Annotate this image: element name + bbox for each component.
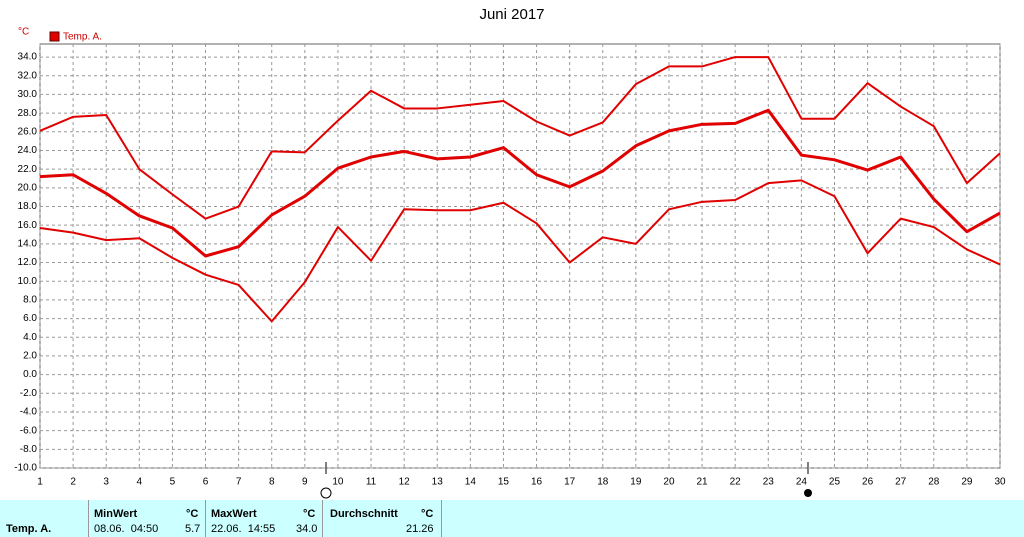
x-tick-label: 14 xyxy=(465,477,477,488)
x-tick-label: 16 xyxy=(531,477,543,488)
y-tick-label: 34.0 xyxy=(18,52,38,63)
chart: Juni 2017 °C 34.032.030.028.026.024.022.… xyxy=(14,6,1006,499)
separator xyxy=(322,500,323,537)
series-line xyxy=(39,56,1001,220)
max-value: 34.0 xyxy=(296,523,318,535)
series-line xyxy=(39,179,1001,323)
moon-full xyxy=(804,489,812,497)
x-tick-label: 3 xyxy=(103,477,109,488)
max-time: 22.06. 14:55 xyxy=(211,523,276,535)
min-time: 08.06. 04:50 xyxy=(94,523,159,535)
x-tick-label: 24 xyxy=(796,477,808,488)
y-tick-label: 32.0 xyxy=(18,70,38,81)
y-tick-label: -10.0 xyxy=(14,463,37,474)
avg-header: Durchschnitt xyxy=(330,508,398,520)
y-tick-label: 6.0 xyxy=(23,313,37,324)
plot-frame xyxy=(39,43,1001,469)
y-tick-label: 20.0 xyxy=(18,182,38,193)
x-tick-label: 5 xyxy=(170,477,176,488)
y-tick-label: 26.0 xyxy=(18,126,38,137)
x-tick-label: 15 xyxy=(498,477,510,488)
y-tick-label: -6.0 xyxy=(20,425,38,436)
y-tick-label: 28.0 xyxy=(18,108,38,119)
x-tick-label: 6 xyxy=(203,477,209,488)
x-tick-label: 4 xyxy=(137,477,143,488)
x-tick-label: 10 xyxy=(332,477,344,488)
row-label: Temp. A. xyxy=(6,523,52,535)
legend-label: Temp. A. xyxy=(63,32,102,43)
x-tick-label: 30 xyxy=(994,477,1006,488)
y-tick-label: -2.0 xyxy=(20,388,38,399)
x-tick-label: 26 xyxy=(862,477,874,488)
y-tick-label: 24.0 xyxy=(18,145,38,156)
min-value: 5.7 xyxy=(185,523,201,535)
x-tick-label: 25 xyxy=(829,477,841,488)
legend-swatch xyxy=(49,31,60,42)
y-tick-label: 12.0 xyxy=(18,257,38,268)
y-tick-label: 4.0 xyxy=(23,332,37,343)
x-tick-label: 11 xyxy=(366,477,377,488)
x-tick-label: 20 xyxy=(663,477,675,488)
x-tick-label: 27 xyxy=(895,477,907,488)
y-tick-label: 2.0 xyxy=(23,351,37,362)
avg-value: 21.26 xyxy=(406,523,434,535)
max-unit: °C xyxy=(303,508,316,520)
x-tick-label: 13 xyxy=(432,477,444,488)
x-tick-label: 19 xyxy=(630,477,642,488)
avg-unit: °C xyxy=(421,508,434,520)
y-tick-label: 10.0 xyxy=(18,276,38,287)
x-tick-label: 1 xyxy=(37,477,43,488)
x-tick-label: 22 xyxy=(730,477,742,488)
series-line xyxy=(39,108,1001,258)
moon-new xyxy=(320,487,332,499)
separator xyxy=(441,500,442,537)
x-tick-label: 9 xyxy=(302,477,308,488)
x-tick-label: 23 xyxy=(763,477,775,488)
y-tick-label: 22.0 xyxy=(18,164,38,175)
separator xyxy=(88,500,89,537)
y-tick-label: 18.0 xyxy=(18,201,38,212)
y-unit: °C xyxy=(18,27,29,38)
y-tick-label: 0.0 xyxy=(23,369,37,380)
y-tick-label: -4.0 xyxy=(20,407,38,418)
x-tick-label: 2 xyxy=(70,477,76,488)
y-tick-label: 30.0 xyxy=(18,89,38,100)
x-tick-label: 12 xyxy=(399,477,411,488)
stats-bar: Temp. A. MinWert °C 08.06. 04:50 5.7 Max… xyxy=(0,500,1024,537)
max-header: MaxWert xyxy=(211,508,257,520)
x-tick-label: 17 xyxy=(564,477,576,488)
y-tick-label: 16.0 xyxy=(18,220,38,231)
x-tick-label: 29 xyxy=(961,477,973,488)
x-tick-label: 18 xyxy=(597,477,609,488)
x-tick-label: 21 xyxy=(697,477,709,488)
min-unit: °C xyxy=(186,508,199,520)
min-header: MinWert xyxy=(94,508,138,520)
x-tick-label: 28 xyxy=(928,477,940,488)
y-tick-label: 14.0 xyxy=(18,238,38,249)
y-tick-label: -8.0 xyxy=(20,444,38,455)
x-tick-label: 7 xyxy=(236,477,242,488)
separator xyxy=(205,500,206,537)
x-tick-label: 8 xyxy=(269,477,275,488)
y-tick-label: 8.0 xyxy=(23,295,37,306)
chart-title: Juni 2017 xyxy=(479,6,544,23)
